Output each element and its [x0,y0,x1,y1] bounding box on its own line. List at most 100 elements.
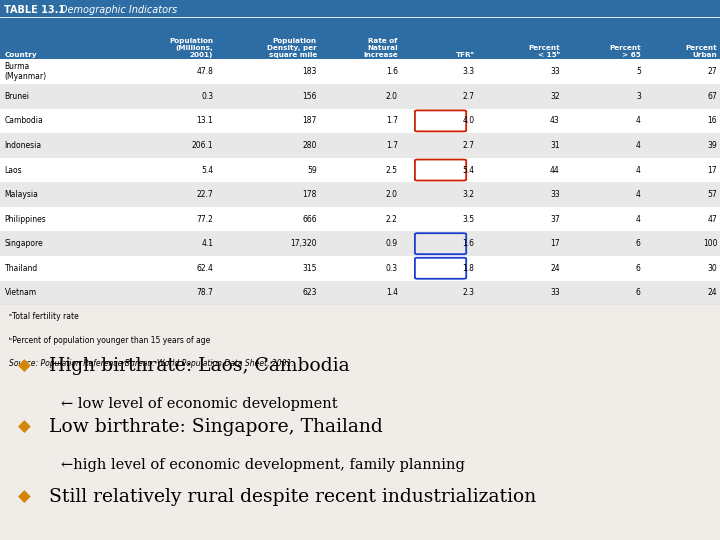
Text: 33: 33 [550,68,560,76]
Text: Demographic Indicators: Demographic Indicators [60,5,178,15]
FancyBboxPatch shape [0,59,720,84]
Text: Singapore: Singapore [4,239,43,248]
Text: 3.5: 3.5 [462,214,474,224]
Text: 2.3: 2.3 [462,288,474,298]
Text: Philippines: Philippines [4,214,46,224]
Text: Malaysia: Malaysia [4,190,38,199]
Text: 183: 183 [302,68,317,76]
Text: Rate of
Natural
Increase: Rate of Natural Increase [363,38,397,58]
Text: 13.1: 13.1 [197,117,213,125]
Text: 1.6: 1.6 [386,68,397,76]
FancyBboxPatch shape [0,207,720,232]
Text: 2.2: 2.2 [386,214,397,224]
Text: 37: 37 [550,214,560,224]
Text: Population
Density, per
square mile: Population Density, per square mile [267,38,317,58]
FancyBboxPatch shape [0,281,720,305]
Text: Laos: Laos [4,166,22,174]
Text: 0.9: 0.9 [386,239,397,248]
Text: 43: 43 [550,117,560,125]
Text: 31: 31 [550,141,560,150]
Text: 24: 24 [708,288,717,298]
Text: 17: 17 [708,166,717,174]
Text: 5.4: 5.4 [201,166,213,174]
Text: 2.0: 2.0 [386,190,397,199]
FancyBboxPatch shape [0,133,720,158]
Text: 1.4: 1.4 [386,288,397,298]
Text: Source: Population Reference Bureau. World Population Data Sheet, 2001.: Source: Population Reference Bureau. Wor… [9,359,293,368]
Text: High birthrate: Laos, Cambodia: High birthrate: Laos, Cambodia [49,357,350,375]
Text: 0.3: 0.3 [201,92,213,101]
Text: 67: 67 [708,92,717,101]
Text: 44: 44 [550,166,560,174]
Text: 4: 4 [636,166,641,174]
Text: ◆: ◆ [18,357,31,375]
Text: 100: 100 [703,239,717,248]
Text: 4: 4 [636,117,641,125]
Text: 17: 17 [550,239,560,248]
Text: 1.6: 1.6 [462,239,474,248]
Text: Burma
(Myanmar): Burma (Myanmar) [4,63,47,81]
Text: Thailand: Thailand [4,264,37,273]
Text: 4: 4 [636,214,641,224]
Text: 24: 24 [550,264,560,273]
Text: 1.8: 1.8 [462,264,474,273]
Text: 6: 6 [636,239,641,248]
Text: 39: 39 [708,141,717,150]
Text: 156: 156 [302,92,317,101]
Text: ◆: ◆ [18,488,31,507]
Text: 33: 33 [550,288,560,298]
FancyBboxPatch shape [0,84,720,109]
Text: 27: 27 [708,68,717,76]
Text: 2.7: 2.7 [462,141,474,150]
Text: ᵇPercent of population younger than 15 years of age: ᵇPercent of population younger than 15 y… [9,336,210,345]
Text: 4.0: 4.0 [462,117,474,125]
Text: 3.3: 3.3 [462,68,474,76]
Text: 3.2: 3.2 [462,190,474,199]
Text: Percent
Urban: Percent Urban [685,45,717,58]
Text: 5.4: 5.4 [462,166,474,174]
Text: Population
(Millions,
2001): Population (Millions, 2001) [169,38,213,58]
Text: 280: 280 [302,141,317,150]
Text: 3: 3 [636,92,641,101]
Text: 2.0: 2.0 [386,92,397,101]
Text: Cambodia: Cambodia [4,117,43,125]
Text: 77.2: 77.2 [197,214,213,224]
FancyBboxPatch shape [0,232,720,256]
Text: 6: 6 [636,288,641,298]
FancyBboxPatch shape [0,183,720,207]
Text: Still relatively rural despite recent industrialization: Still relatively rural despite recent in… [49,488,536,507]
FancyBboxPatch shape [0,0,720,59]
Text: 33: 33 [550,190,560,199]
Text: Brunei: Brunei [4,92,30,101]
FancyBboxPatch shape [0,256,720,281]
Text: 623: 623 [302,288,317,298]
Text: Indonesia: Indonesia [4,141,42,150]
FancyBboxPatch shape [0,158,720,183]
Text: 5: 5 [636,68,641,76]
Text: 16: 16 [708,117,717,125]
Text: ← low level of economic development: ← low level of economic development [61,397,338,411]
Text: Vietnam: Vietnam [4,288,37,298]
Text: 22.7: 22.7 [197,190,213,199]
Text: 0.3: 0.3 [386,264,397,273]
Text: ᵃTotal fertility rate: ᵃTotal fertility rate [9,312,78,321]
Text: TABLE 13.1: TABLE 13.1 [4,5,66,15]
Text: ←high level of economic development, family planning: ←high level of economic development, fam… [61,458,465,472]
Text: 2.7: 2.7 [462,92,474,101]
Text: 178: 178 [302,190,317,199]
Text: 1.7: 1.7 [386,141,397,150]
Text: 32: 32 [550,92,560,101]
FancyBboxPatch shape [0,109,720,133]
Text: 187: 187 [302,117,317,125]
Text: Percent
> 65: Percent > 65 [609,45,641,58]
Text: Low birthrate: Singapore, Thailand: Low birthrate: Singapore, Thailand [49,418,383,436]
Text: 17,320: 17,320 [290,239,317,248]
Text: 206.1: 206.1 [192,141,213,150]
Text: 47: 47 [708,214,717,224]
Text: 57: 57 [708,190,717,199]
Text: TFRᵃ: TFRᵃ [456,52,474,58]
Text: 666: 666 [302,214,317,224]
Text: 47.8: 47.8 [197,68,213,76]
Text: 62.4: 62.4 [197,264,213,273]
Text: ◆: ◆ [18,418,31,436]
